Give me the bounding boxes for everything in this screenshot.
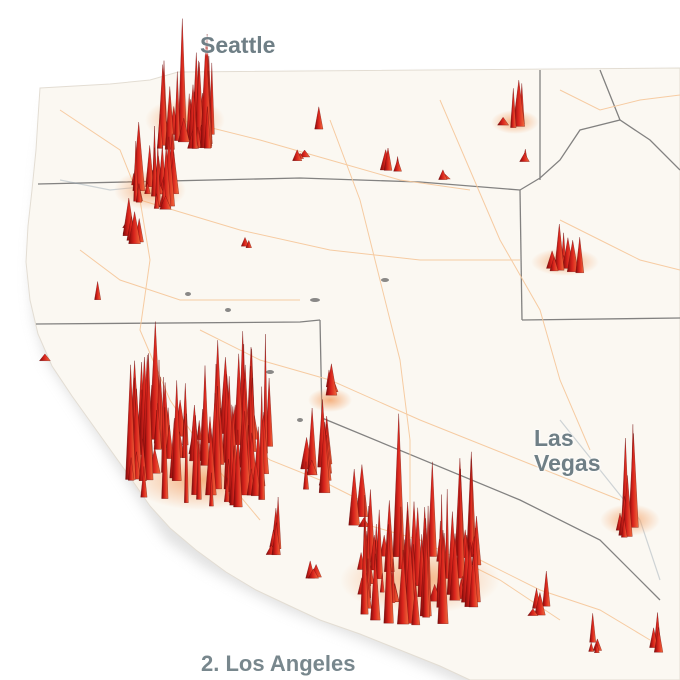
population-spike xyxy=(383,147,393,171)
population-spike xyxy=(153,193,160,209)
population-spike xyxy=(307,568,319,579)
population-spike xyxy=(358,517,370,527)
population-spike xyxy=(314,106,324,130)
population-spike xyxy=(177,118,190,143)
population-spike xyxy=(209,472,214,507)
population-spike xyxy=(171,380,182,481)
seattle-label: Seattle xyxy=(200,32,276,58)
population-spike xyxy=(554,223,565,271)
population-spike xyxy=(245,239,252,248)
las-vegas-label-line2: Vegas xyxy=(534,450,601,476)
population-spike xyxy=(348,468,360,526)
population-spike xyxy=(196,425,202,500)
population-spike xyxy=(589,613,596,643)
population-spike xyxy=(325,363,338,396)
population-spike xyxy=(128,457,135,481)
population-spike xyxy=(224,477,230,502)
population-spike xyxy=(427,461,437,557)
population-spike xyxy=(303,461,309,490)
population-spike xyxy=(299,149,311,158)
population-spike xyxy=(238,411,251,496)
population-spike xyxy=(497,116,509,126)
population-spike xyxy=(456,468,465,579)
population-spike xyxy=(567,240,579,272)
population-spike xyxy=(360,522,369,615)
population-spike xyxy=(144,181,151,194)
population-spike xyxy=(549,256,559,272)
population-spike xyxy=(468,554,479,608)
population-spike xyxy=(393,159,402,172)
population-spike xyxy=(437,530,449,624)
population-spike xyxy=(271,522,281,555)
population-spike xyxy=(449,533,461,601)
population-spike xyxy=(534,592,546,616)
population-spike xyxy=(383,524,394,624)
population-spike xyxy=(379,573,385,593)
population-spike xyxy=(191,91,198,149)
population-spike xyxy=(184,413,189,503)
population-spike xyxy=(157,114,163,149)
population-spike xyxy=(203,106,211,149)
population-spike xyxy=(140,466,148,498)
population-spike xyxy=(628,433,639,528)
population-spike xyxy=(542,570,551,607)
population-spike xyxy=(240,237,250,247)
population-spike xyxy=(200,365,210,466)
population-spike xyxy=(145,145,154,187)
population-spike xyxy=(258,386,265,500)
las-vegas-label-line1: Las xyxy=(534,425,574,451)
population-spike xyxy=(233,429,243,508)
las-vegas-label: Las Vegas xyxy=(534,426,601,476)
population-spike xyxy=(654,627,664,653)
population-spike xyxy=(411,582,421,626)
population-spike xyxy=(510,88,517,128)
population-spike xyxy=(512,80,525,127)
population-spike xyxy=(143,353,154,481)
population-spike xyxy=(438,169,448,180)
los-angeles-label: 2. Los Angeles xyxy=(201,651,356,676)
population-spike xyxy=(306,459,318,476)
population-spike xyxy=(292,149,303,161)
population-spike xyxy=(370,553,381,621)
population-spike xyxy=(212,386,222,490)
population-spike xyxy=(133,141,139,202)
population-spike xyxy=(128,211,141,244)
population-spike xyxy=(588,641,594,652)
population-spike xyxy=(575,237,584,273)
population-spike xyxy=(174,71,181,141)
population-spike xyxy=(398,506,404,570)
population-spike xyxy=(375,509,383,579)
population-spike xyxy=(153,403,162,450)
lakes xyxy=(185,278,389,422)
population-spike xyxy=(94,281,101,300)
population-spike xyxy=(622,475,633,537)
population-spike xyxy=(444,489,450,579)
population-spike xyxy=(422,528,430,618)
population-spike xyxy=(519,152,530,162)
population-spike xyxy=(250,459,261,496)
population-spike xyxy=(39,353,51,361)
population-spike xyxy=(159,195,172,210)
population-spike xyxy=(318,422,331,493)
population-spike xyxy=(397,549,409,625)
population-spike xyxy=(161,407,169,499)
land-mass xyxy=(25,67,680,680)
population-spike xyxy=(621,518,628,538)
population-spike xyxy=(135,183,143,203)
population-spike xyxy=(165,424,174,459)
population-spike xyxy=(527,608,539,616)
population-spikes xyxy=(39,18,664,653)
population-spike xyxy=(594,643,600,653)
